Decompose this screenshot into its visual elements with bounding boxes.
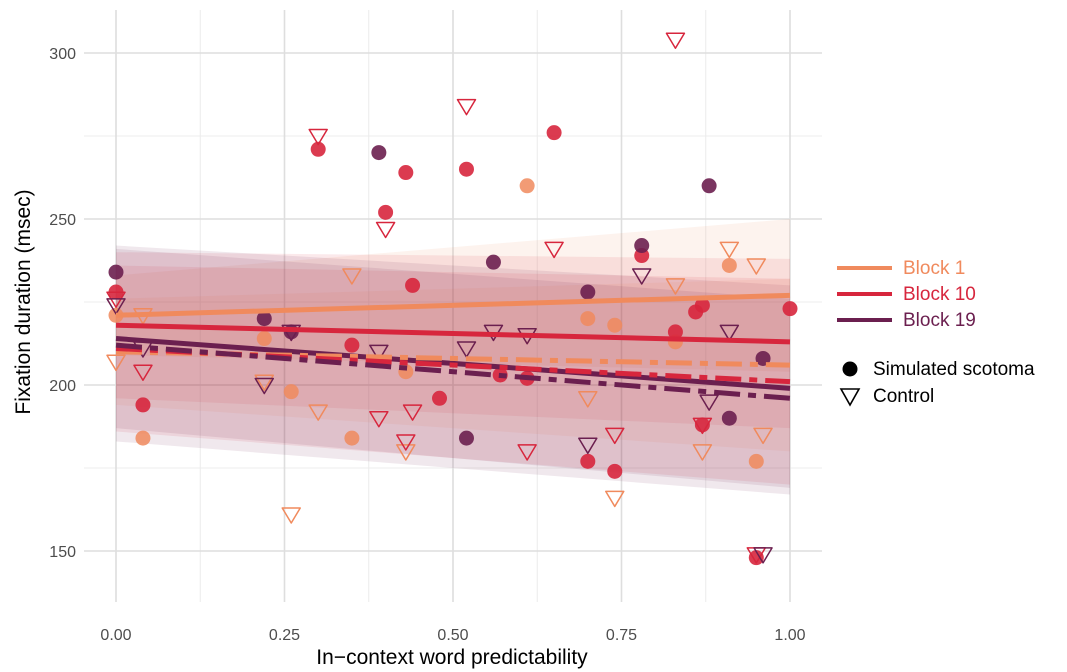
scotoma-point [398, 165, 414, 181]
legend-label-block10: Block 10 [903, 284, 976, 305]
legend-circle-icon [842, 361, 858, 377]
control-point [281, 324, 301, 342]
control-point [396, 444, 416, 461]
control-point [254, 377, 275, 395]
control-point [544, 241, 564, 259]
x-tick-label: 0.75 [606, 627, 637, 644]
control-point [106, 291, 126, 308]
control-point [719, 324, 740, 342]
fit-line-block19-control [115, 342, 791, 401]
scotoma-point [782, 301, 798, 317]
scotoma-point [432, 390, 448, 406]
control-point [396, 434, 416, 451]
control-point [133, 364, 153, 382]
scotoma-point [701, 178, 717, 194]
legend-label-block19: Block 19 [903, 310, 976, 331]
control-point [578, 391, 598, 408]
legend: Block 1 Block 10 Block 19 Simulated scotoma… [837, 258, 1035, 407]
x-tick-label: 0.00 [100, 627, 131, 644]
scotoma-point [135, 430, 151, 446]
control-point [692, 444, 713, 461]
scotoma-point [634, 238, 650, 254]
control-point [665, 278, 686, 295]
x-tick-label: 0.50 [437, 627, 468, 644]
control-point [308, 128, 328, 146]
scotoma-point [580, 284, 596, 300]
control-point [254, 374, 275, 391]
scotoma-point [607, 317, 623, 333]
control-point [106, 298, 126, 315]
control-point [517, 444, 537, 461]
y-axis-title: Fixation duration (msec) [12, 189, 35, 414]
control-point [369, 344, 389, 362]
scotoma-point [135, 397, 151, 413]
y-tick-label: 150 [49, 544, 76, 561]
control-point [578, 437, 598, 455]
control-point [692, 417, 713, 435]
scotoma-point [694, 417, 710, 433]
scotoma-point [344, 430, 360, 446]
scotoma-point [283, 384, 299, 400]
control-point [106, 354, 126, 372]
control-point [753, 547, 773, 564]
data-points [106, 32, 798, 566]
x-tick-label: 0.25 [269, 627, 300, 644]
scotoma-point [607, 463, 623, 479]
control-point [456, 341, 477, 358]
scotoma-point [458, 161, 474, 177]
grid [84, 10, 822, 602]
x-axis-title: In−context word predictability [316, 646, 588, 669]
control-point [308, 404, 328, 421]
scotoma-point [721, 257, 737, 273]
control-point [605, 427, 625, 445]
control-point [746, 258, 767, 275]
fit-line-block10-scotoma [115, 322, 791, 345]
control-point [753, 427, 773, 445]
legend-triangle-icon [839, 388, 861, 407]
scotoma-point [344, 337, 360, 353]
legend-label-condition: Control [873, 386, 934, 407]
control-point [369, 410, 389, 428]
scotoma-point [310, 141, 326, 157]
scotoma-point [748, 453, 764, 469]
control-point [605, 490, 625, 508]
scotoma-point [378, 204, 394, 220]
control-point [665, 32, 686, 50]
scotoma-point [485, 254, 501, 270]
scotoma-point [694, 297, 710, 313]
legend-label-block1: Block 1 [903, 258, 965, 279]
control-point [281, 507, 301, 524]
scotoma-point [458, 430, 474, 446]
scotoma-point [580, 311, 596, 327]
y-axis-ticks: 150 200 250 300 [49, 46, 76, 561]
scotoma-point [371, 145, 387, 161]
scotoma-point [405, 277, 421, 293]
control-point [342, 268, 362, 285]
fit-lines [115, 292, 791, 401]
y-tick-label: 200 [49, 378, 76, 395]
scotoma-point [580, 453, 596, 469]
legend-label-condition: Simulated scotoma [873, 359, 1035, 380]
control-point [719, 241, 740, 259]
control-point [631, 268, 652, 285]
scotoma-point [256, 331, 272, 347]
scotoma-point [721, 410, 737, 426]
x-tick-label: 1.00 [774, 627, 805, 644]
control-point [456, 98, 477, 116]
scotoma-point [519, 178, 535, 194]
scotoma-point [546, 125, 562, 141]
scotoma-point [667, 324, 683, 340]
scotoma-point [748, 550, 764, 566]
control-point [375, 221, 396, 239]
fit-line-block1-scotoma [115, 292, 791, 318]
y-tick-label: 250 [49, 212, 76, 229]
scotoma-point [108, 264, 124, 280]
y-tick-label: 300 [49, 46, 76, 63]
control-point [699, 394, 719, 411]
scotoma-point [256, 311, 272, 327]
confidence-band [116, 265, 790, 485]
x-axis-ticks: 0.00 0.25 0.50 0.75 1.00 [100, 627, 805, 644]
control-point [402, 404, 423, 421]
